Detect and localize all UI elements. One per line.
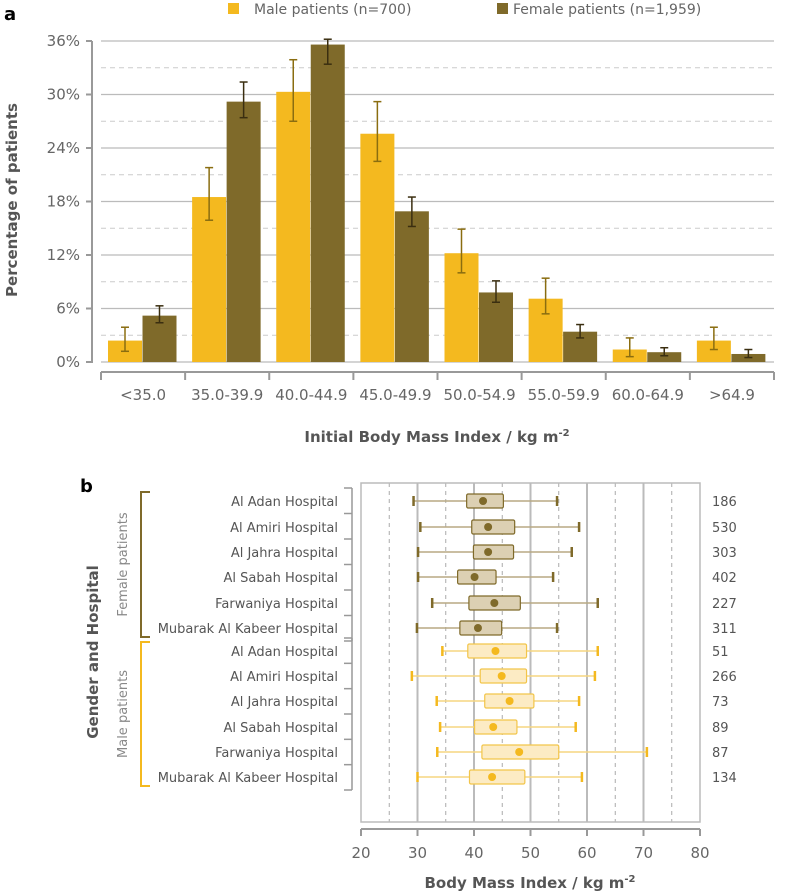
mean-point-male	[488, 773, 497, 781]
y-tick-label: 6%	[56, 300, 80, 318]
mean-point-male	[489, 723, 498, 731]
n-label: 186	[712, 495, 737, 510]
mean-point-male	[491, 647, 500, 655]
x-tick-label: 50.0-54.9	[443, 386, 515, 404]
x-axis-title-a: Initial Body Mass Index / kg m-2	[304, 428, 569, 446]
group-label-male: Male patients	[116, 670, 131, 758]
n-label: 51	[712, 645, 729, 660]
panel-b-label: b	[80, 476, 93, 497]
panel-a-label: a	[4, 4, 16, 25]
x-tick-label: 40.0-44.9	[275, 386, 347, 404]
boxplot-panel-b: 20 30 40 50 60 70 80 Female patients Al Adan Hos…	[116, 482, 737, 862]
n-label: 227	[712, 597, 737, 612]
legend-swatch-female	[497, 3, 508, 14]
hospital-label: Al Sabah Hospital	[224, 571, 339, 586]
bar-female	[479, 292, 513, 362]
y-tick-label: 0%	[56, 353, 80, 371]
legend-swatch-male	[228, 3, 239, 14]
n-label: 73	[712, 695, 729, 710]
hospital-label: Farwaniya Hospital	[215, 597, 338, 612]
hospital-label: Al Amiri Hospital	[230, 521, 338, 536]
hospital-label: Al Amiri Hospital	[230, 670, 338, 685]
bar-female	[226, 101, 261, 362]
hospital-label: Mubarak Al Kabeer Hospital	[158, 771, 338, 786]
x-tick-label: >64.9	[709, 386, 755, 404]
plot-frame	[360, 482, 701, 823]
hospital-label: Al Adan Hospital	[231, 495, 338, 510]
x-axis-title-b-sup: -2	[624, 874, 635, 885]
x-tick-label: 45.0-49.9	[359, 386, 431, 404]
x-tick-label: 80	[690, 844, 709, 862]
bar-male	[276, 91, 311, 362]
x-tick-label: 55.0-59.9	[528, 386, 600, 404]
y-tick-label: 30%	[47, 86, 80, 104]
hospital-label: Al Jahra Hospital	[231, 695, 338, 710]
y-tick-label: 12%	[47, 246, 80, 264]
n-label: 530	[712, 521, 737, 536]
y-tick-label: 24%	[47, 139, 80, 157]
legend: Male patients (n=700) Female patients (n…	[228, 2, 701, 18]
group-label-female: Female patients	[116, 512, 131, 616]
x-tick-label: 50	[521, 844, 540, 862]
mean-point-female	[479, 497, 488, 505]
bar-female	[394, 211, 429, 362]
x-tick-label: 70	[634, 844, 653, 862]
x-tick-label: <35.0	[120, 386, 166, 404]
group-bracket-female	[140, 491, 150, 638]
mean-point-male	[515, 748, 524, 756]
mean-point-female	[473, 624, 482, 632]
n-label: 402	[712, 571, 737, 586]
mean-point-female	[484, 548, 493, 556]
box-male	[468, 769, 526, 785]
x-tick-label: 40	[464, 844, 483, 862]
y-tick-label: 36%	[47, 32, 80, 50]
x-tick-label: 35.0-39.9	[191, 386, 263, 404]
mean-point-female	[490, 599, 499, 607]
bar-male	[192, 197, 227, 362]
n-label: 303	[712, 546, 737, 561]
mean-point-female	[484, 523, 493, 531]
group-bracket-male	[140, 641, 150, 787]
mean-point-male	[497, 672, 506, 680]
box-female	[471, 519, 516, 535]
bar-female	[310, 44, 345, 363]
x-axis-title-b-text: Body Mass Index / kg m	[424, 874, 624, 892]
hospital-label: Al Jahra Hospital	[231, 546, 338, 561]
n-label: 89	[712, 721, 729, 736]
x-tick-label: 20	[351, 844, 370, 862]
hospital-label: Mubarak Al Kabeer Hospital	[158, 622, 338, 637]
bar-chart-panel-a: 0% 6% 12% 18% 24% 30% 36% <35.0 35.0-39.9 40.0-44…	[47, 32, 775, 404]
y-axis-title-a: Percentage of patients	[3, 103, 21, 297]
bar-male	[696, 340, 731, 362]
n-label: 266	[712, 670, 737, 685]
hospital-label: Al Sabah Hospital	[224, 721, 339, 736]
y-axis-title-b: Gender and Hospital	[84, 565, 102, 739]
n-label: 134	[712, 771, 737, 786]
bar-male	[360, 133, 395, 362]
legend-label-female: Female patients (n=1,959)	[513, 2, 701, 18]
hospital-label: Farwaniya Hospital	[215, 746, 338, 761]
n-label: 87	[712, 746, 729, 761]
mean-point-female	[470, 573, 479, 581]
hospital-label: Al Adan Hospital	[231, 645, 338, 660]
x-axis-title-b: Body Mass Index / kg m-2	[424, 874, 635, 892]
x-axis-title-a-sup: -2	[559, 428, 570, 439]
mean-point-male	[505, 697, 514, 705]
x-tick-label: 60	[577, 844, 596, 862]
y-tick-label: 18%	[47, 193, 80, 211]
x-tick-label: 60.0-64.9	[612, 386, 684, 404]
box-female	[472, 544, 515, 560]
bar-female	[647, 352, 682, 362]
x-axis-title-a-text: Initial Body Mass Index / kg m	[304, 428, 558, 446]
n-label: 311	[712, 622, 737, 637]
x-tick-label: 30	[408, 844, 427, 862]
legend-label-male: Male patients (n=700)	[254, 2, 411, 18]
